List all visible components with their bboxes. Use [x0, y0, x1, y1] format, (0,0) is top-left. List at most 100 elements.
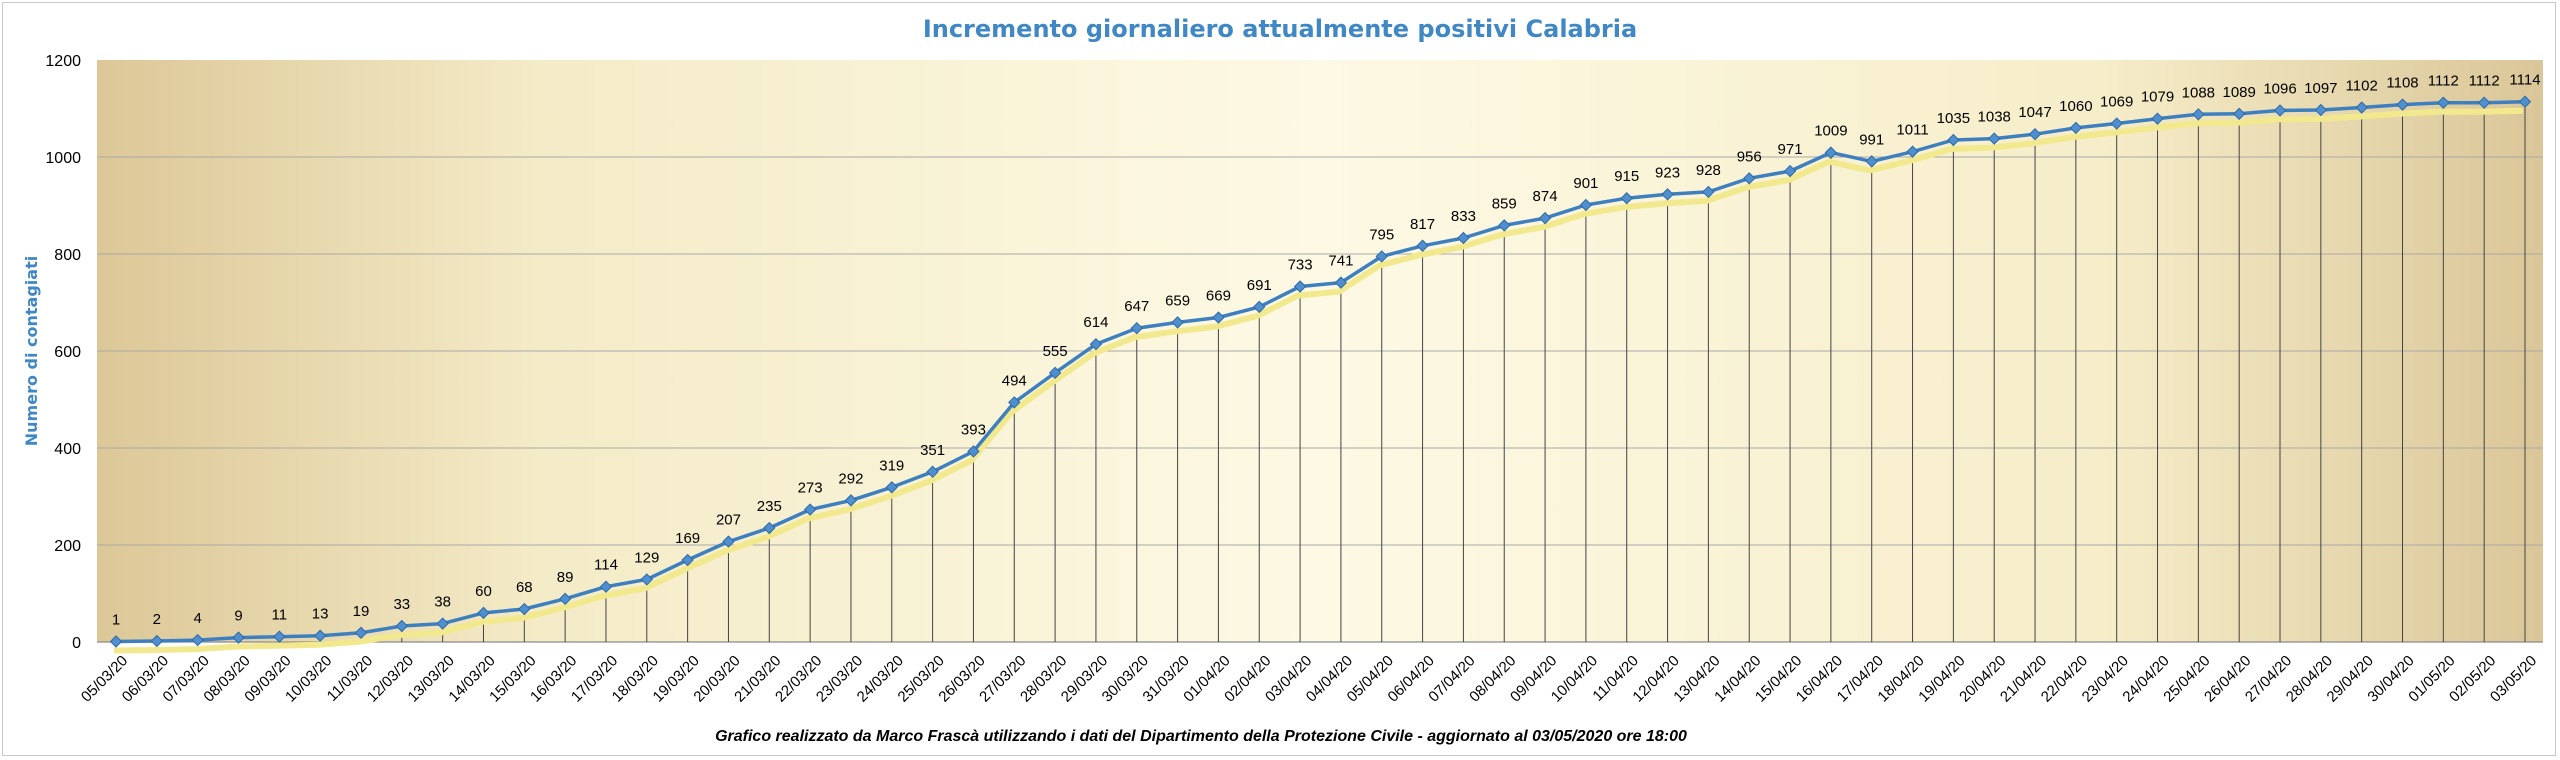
drop-lines	[115, 101, 2526, 642]
data-label: 33	[393, 596, 410, 613]
data-point	[1579, 198, 1593, 212]
data-point	[150, 634, 164, 648]
data-point	[1212, 311, 1225, 324]
data-label: 60	[475, 583, 492, 600]
data-label: 13	[312, 606, 329, 623]
data-label: 733	[1288, 256, 1313, 273]
data-label: 1088	[2182, 84, 2215, 101]
data-point	[2314, 103, 2328, 117]
data-point	[273, 630, 286, 643]
data-point	[232, 631, 245, 644]
data-label: 393	[961, 421, 986, 438]
data-point	[313, 629, 327, 642]
data-label: 817	[1410, 216, 1435, 233]
data-point	[1538, 211, 1552, 225]
data-label: 1112	[2469, 73, 2500, 90]
data-label: 928	[1696, 162, 1721, 179]
series-line	[115, 99, 2526, 644]
data-label: 659	[1165, 292, 1190, 309]
data-label: 923	[1655, 164, 1680, 181]
data-label: 1112	[2428, 73, 2459, 90]
data-label: 833	[1451, 208, 1476, 225]
y-tick-label: 1200	[45, 53, 81, 70]
line-chart: Incremento giornaliero attualmente posit…	[22, 15, 2543, 745]
data-point	[1824, 146, 1838, 159]
data-label: 555	[1043, 343, 1068, 360]
data-point	[558, 592, 572, 606]
data-point	[1702, 185, 1715, 199]
data-label: 235	[757, 498, 782, 515]
data-label: 991	[1859, 131, 1884, 148]
data-point	[1171, 316, 1184, 329]
series-shadow	[113, 107, 2524, 654]
data-point	[1947, 133, 1960, 147]
data-point	[1498, 219, 1511, 232]
data-point	[681, 553, 694, 567]
data-label: 1038	[1978, 109, 2011, 126]
data-point	[1416, 239, 1429, 252]
data-point	[1865, 155, 1878, 168]
data-label: 1047	[2018, 104, 2051, 121]
data-label: 207	[716, 512, 741, 529]
data-point	[2477, 96, 2491, 109]
data-label: 859	[1492, 195, 1517, 212]
data-label: 292	[838, 470, 863, 487]
data-point	[395, 619, 409, 633]
data-label: 169	[675, 530, 700, 547]
data-point	[844, 494, 858, 507]
data-point	[1130, 321, 1143, 335]
data-label: 38	[434, 594, 451, 611]
gridlines	[97, 156, 2543, 643]
data-point	[763, 521, 776, 535]
data-label: 795	[1369, 226, 1394, 243]
data-label: 4	[193, 610, 201, 627]
data-label: 1060	[2059, 98, 2092, 115]
data-point	[1293, 280, 1307, 293]
data-point	[1334, 276, 1348, 289]
y-tick-label: 800	[54, 247, 81, 264]
data-label: 1097	[2304, 80, 2337, 97]
data-label: 1096	[2263, 80, 2296, 97]
data-point	[1375, 250, 1388, 263]
data-point	[1253, 300, 1266, 314]
data-label: 2	[153, 611, 161, 628]
data-point	[1906, 145, 1919, 158]
data-label: 1102	[2346, 78, 2378, 95]
x-axis-ticks: 05/03/2006/03/2007/03/2008/03/2009/03/20…	[78, 652, 2540, 705]
data-point	[1048, 366, 1062, 380]
data-label: 1089	[2222, 84, 2255, 101]
data-point	[2151, 112, 2164, 125]
y-axis-label: Numero di contagiati	[22, 256, 41, 446]
data-point	[2232, 107, 2246, 121]
data-point	[2192, 108, 2205, 121]
y-tick-label: 1000	[45, 150, 81, 167]
data-label: 89	[557, 569, 574, 586]
data-label: 874	[1533, 188, 1558, 205]
data-point	[109, 635, 123, 648]
data-point	[354, 626, 368, 639]
data-label: 1108	[2386, 75, 2418, 92]
data-point	[926, 465, 939, 478]
data-point	[1743, 172, 1756, 185]
data-label: 1114	[2509, 72, 2540, 89]
data-label: 1035	[1937, 110, 1970, 127]
data-point	[2518, 95, 2532, 108]
data-label: 114	[594, 557, 618, 574]
data-point	[191, 633, 204, 647]
data-point	[1620, 192, 1633, 205]
data-label: 901	[1573, 175, 1598, 192]
data-point	[436, 617, 449, 630]
data-label: 915	[1614, 168, 1639, 185]
data-label: 351	[920, 442, 945, 459]
data-label: 1011	[1896, 122, 1928, 139]
data-point	[477, 606, 490, 620]
data-label: 1069	[2100, 94, 2133, 111]
data-label: 129	[634, 549, 659, 566]
y-tick-label: 0	[72, 635, 81, 652]
data-label: 319	[879, 457, 904, 474]
data-point	[2273, 104, 2287, 117]
data-label: 1079	[2141, 89, 2174, 106]
data-point	[722, 535, 735, 548]
data-label: 647	[1124, 298, 1149, 315]
